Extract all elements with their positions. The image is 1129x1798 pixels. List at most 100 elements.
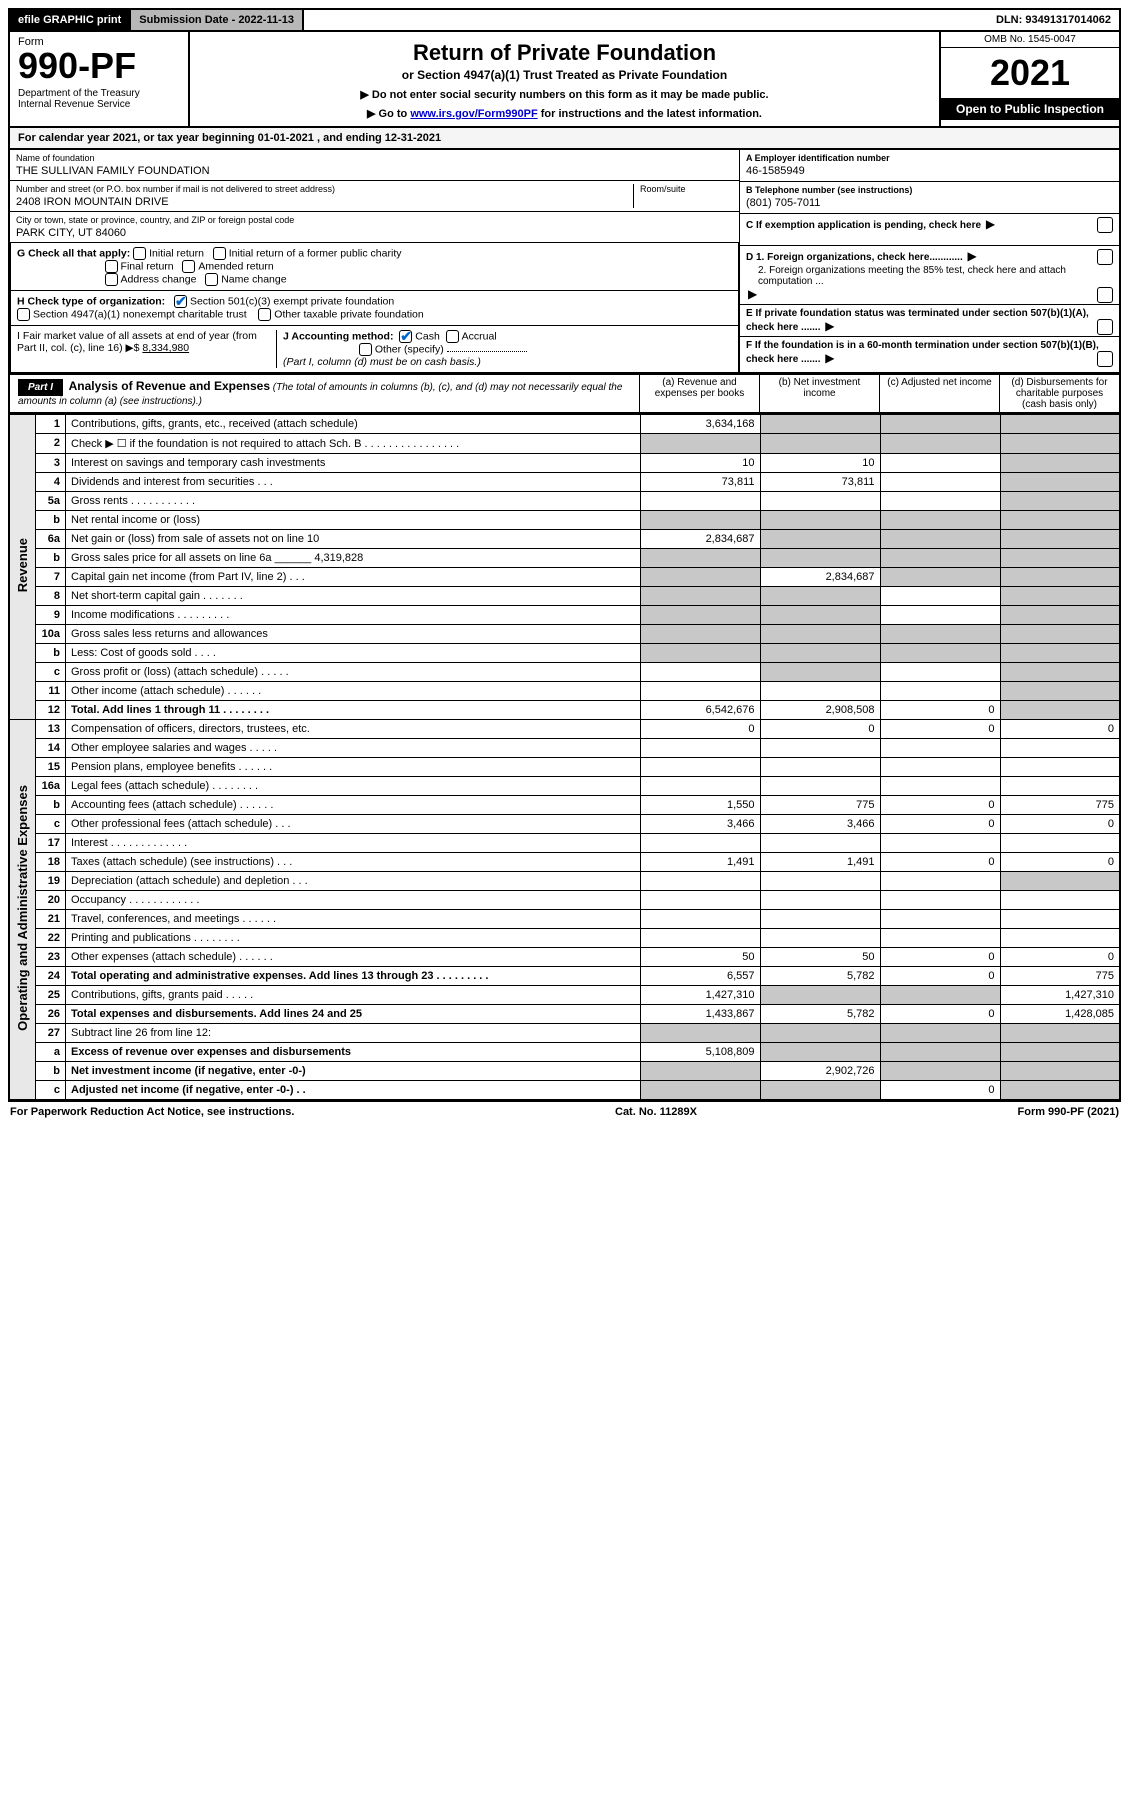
section-g: G Check all that apply: Initial return I…: [10, 243, 739, 291]
accrual-checkbox[interactable]: [446, 330, 459, 343]
expenses-side-label: Operating and Administrative Expenses: [9, 720, 36, 1101]
other-method-checkbox[interactable]: [359, 343, 372, 356]
cell-col-b: [760, 530, 880, 549]
line-number: 4: [36, 473, 66, 492]
cell-col-d: 775: [1000, 967, 1120, 986]
cell-col-a: [640, 511, 760, 530]
table-row: 8Net short-term capital gain . . . . . .…: [9, 587, 1120, 606]
box-d2-checkbox[interactable]: [1097, 287, 1113, 303]
cell-col-a: [640, 1024, 760, 1043]
line-label: Net rental income or (loss): [66, 511, 641, 530]
amended-return-checkbox[interactable]: [182, 260, 195, 273]
part1-badge: Part I: [18, 379, 63, 396]
line-number: 9: [36, 606, 66, 625]
line-number: 21: [36, 910, 66, 929]
dept-text: Department of the Treasury Internal Reve…: [18, 88, 180, 110]
4947-checkbox[interactable]: [17, 308, 30, 321]
line-label: Gross sales price for all assets on line…: [66, 549, 641, 568]
box-e-checkbox[interactable]: [1097, 319, 1113, 335]
table-row: 12Total. Add lines 1 through 11 . . . . …: [9, 701, 1120, 720]
cell-col-b: [760, 777, 880, 796]
cell-col-c: [880, 758, 1000, 777]
cell-col-c: [880, 929, 1000, 948]
cell-col-d: [1000, 473, 1120, 492]
cell-col-a: [640, 549, 760, 568]
cell-col-d: [1000, 682, 1120, 701]
line-label: Contributions, gifts, grants paid . . . …: [66, 986, 641, 1005]
line-number: 11: [36, 682, 66, 701]
cell-col-c: 0: [880, 948, 1000, 967]
table-row: aExcess of revenue over expenses and dis…: [9, 1043, 1120, 1062]
col-b-head: (b) Net investment income: [759, 375, 879, 412]
cell-col-a: [640, 568, 760, 587]
line-number: 10a: [36, 625, 66, 644]
line-label: Net gain or (loss) from sale of assets n…: [66, 530, 641, 549]
cell-col-a: [640, 777, 760, 796]
cell-col-a: 10: [640, 454, 760, 473]
cell-col-b: [760, 1043, 880, 1062]
line-label: Less: Cost of goods sold . . . .: [66, 644, 641, 663]
box-f-checkbox[interactable]: [1097, 351, 1113, 367]
line-label: Adjusted net income (if negative, enter …: [66, 1081, 641, 1101]
box-d1-checkbox[interactable]: [1097, 249, 1113, 265]
cell-col-d: [1000, 834, 1120, 853]
cell-col-a: 50: [640, 948, 760, 967]
cash-checkbox[interactable]: [399, 330, 412, 343]
line-label: Printing and publications . . . . . . . …: [66, 929, 641, 948]
line-number: 20: [36, 891, 66, 910]
line-number: b: [36, 511, 66, 530]
line-number: 5a: [36, 492, 66, 511]
address-change-checkbox[interactable]: [105, 273, 118, 286]
cell-col-a: [640, 929, 760, 948]
cell-col-a: [640, 739, 760, 758]
501c3-checkbox[interactable]: [174, 295, 187, 308]
top-bar: efile GRAPHIC print Submission Date - 20…: [8, 8, 1121, 32]
cell-col-b: [760, 891, 880, 910]
line-number: 7: [36, 568, 66, 587]
other-taxable-checkbox[interactable]: [258, 308, 271, 321]
initial-return-checkbox[interactable]: [133, 247, 146, 260]
table-row: Revenue1Contributions, gifts, grants, et…: [9, 415, 1120, 434]
line-label: Other employee salaries and wages . . . …: [66, 739, 641, 758]
name-change-checkbox[interactable]: [205, 273, 218, 286]
table-row: 16aLegal fees (attach schedule) . . . . …: [9, 777, 1120, 796]
line-number: c: [36, 663, 66, 682]
table-row: 21Travel, conferences, and meetings . . …: [9, 910, 1120, 929]
box-d: D 1. Foreign organizations, check here..…: [740, 246, 1119, 305]
cell-col-c: 0: [880, 967, 1000, 986]
cell-col-d: [1000, 872, 1120, 891]
line-number: 19: [36, 872, 66, 891]
line-label: Gross rents . . . . . . . . . . .: [66, 492, 641, 511]
omb-no: OMB No. 1545-0047: [941, 32, 1119, 48]
cell-col-a: [640, 891, 760, 910]
table-row: 15Pension plans, employee benefits . . .…: [9, 758, 1120, 777]
line-label: Capital gain net income (from Part IV, l…: [66, 568, 641, 587]
tax-year: 2021: [941, 48, 1119, 98]
table-row: 3Interest on savings and temporary cash …: [9, 454, 1120, 473]
line-label: Excess of revenue over expenses and disb…: [66, 1043, 641, 1062]
cell-col-c: [880, 454, 1000, 473]
cell-col-d: [1000, 415, 1120, 434]
efile-label[interactable]: efile GRAPHIC print: [10, 10, 131, 30]
initial-former-checkbox[interactable]: [213, 247, 226, 260]
cell-col-d: 0: [1000, 948, 1120, 967]
final-return-checkbox[interactable]: [105, 260, 118, 273]
cell-col-a: 6,542,676: [640, 701, 760, 720]
cell-col-a: [640, 644, 760, 663]
cell-col-c: [880, 511, 1000, 530]
cell-col-b: 775: [760, 796, 880, 815]
cell-col-b: [760, 910, 880, 929]
cell-col-d: [1000, 549, 1120, 568]
foundation-name: THE SULLIVAN FAMILY FOUNDATION: [16, 165, 733, 177]
line-number: 17: [36, 834, 66, 853]
line-number: 14: [36, 739, 66, 758]
instructions-link[interactable]: www.irs.gov/Form990PF: [410, 108, 537, 120]
cell-col-d: [1000, 606, 1120, 625]
box-c-checkbox[interactable]: [1097, 217, 1113, 233]
cell-col-a: [640, 606, 760, 625]
col-a-head: (a) Revenue and expenses per books: [639, 375, 759, 412]
line-label: Other income (attach schedule) . . . . .…: [66, 682, 641, 701]
form-subtitle: or Section 4947(a)(1) Trust Treated as P…: [202, 68, 927, 82]
cell-col-d: [1000, 587, 1120, 606]
cell-col-d: [1000, 1062, 1120, 1081]
